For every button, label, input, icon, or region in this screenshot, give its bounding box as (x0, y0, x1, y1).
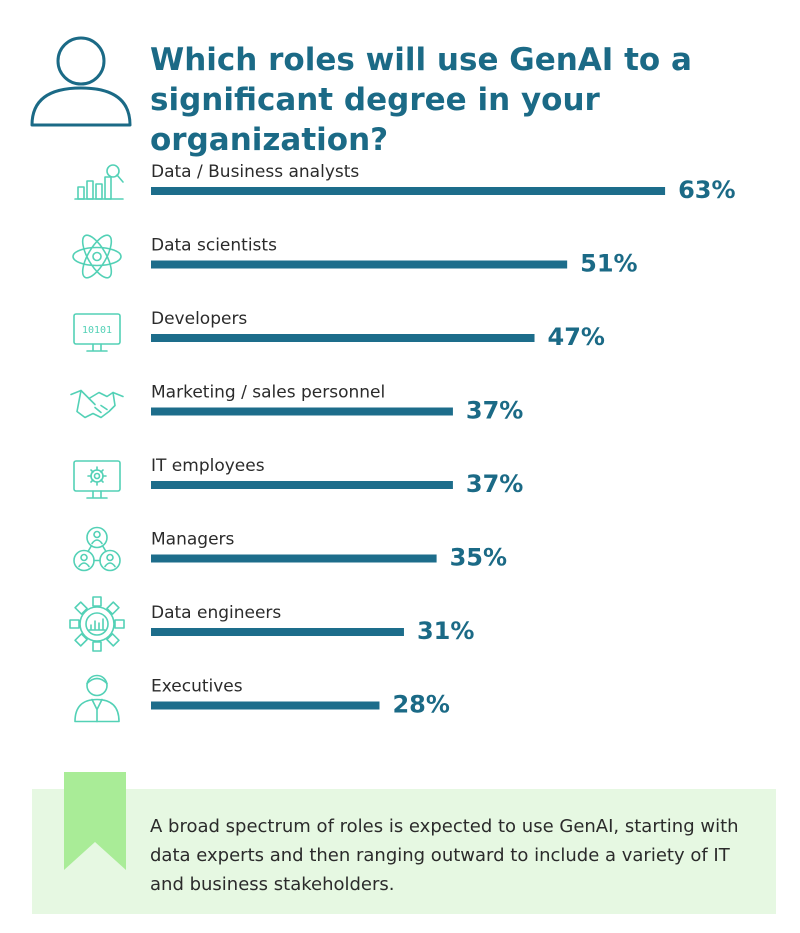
value-label: 47% (548, 323, 605, 351)
category-label: Data engineers (151, 603, 281, 623)
bookmark-ribbon-icon (64, 772, 126, 870)
gear-chart-icon (69, 596, 125, 652)
value-label: 51% (580, 250, 637, 278)
category-label: Data scientists (151, 236, 277, 256)
bar (151, 481, 453, 489)
value-label: 63% (678, 176, 735, 204)
value-label: 37% (466, 470, 523, 498)
bar (151, 187, 666, 195)
category-label: Executives (151, 677, 243, 697)
note-text: A broad spectrum of roles is expected to… (150, 816, 739, 895)
category-label: IT employees (151, 456, 265, 476)
bar (151, 554, 437, 563)
note-box (32, 789, 776, 914)
bar-chart: Data / Business analysts 63% Data scientis… (69, 162, 736, 723)
handshake-icon (70, 389, 124, 419)
chart-title: Which roles will use GenAI to a signific… (150, 42, 692, 158)
category-label: Managers (151, 530, 235, 550)
value-label: 37% (466, 397, 523, 425)
value-label: 28% (392, 691, 449, 719)
binary-code-text: 10101 (82, 325, 112, 336)
gear-monitor-icon (73, 460, 121, 499)
analytics-chart-icon (74, 164, 124, 200)
user-icon (30, 36, 132, 127)
category-label: Marketing / sales personnel (151, 383, 385, 403)
bar (151, 334, 535, 342)
bar (151, 628, 404, 636)
team-network-icon (73, 526, 121, 572)
category-label: Data / Business analysts (151, 162, 359, 182)
bar (151, 407, 453, 416)
value-label: 31% (417, 617, 474, 645)
executive-person-icon (74, 674, 120, 723)
binary-monitor-icon: 10101 (73, 313, 121, 352)
value-label: 35% (450, 544, 507, 572)
category-label: Developers (151, 309, 247, 329)
atom-icon (72, 234, 122, 279)
bar (151, 701, 380, 710)
bar (151, 260, 568, 269)
